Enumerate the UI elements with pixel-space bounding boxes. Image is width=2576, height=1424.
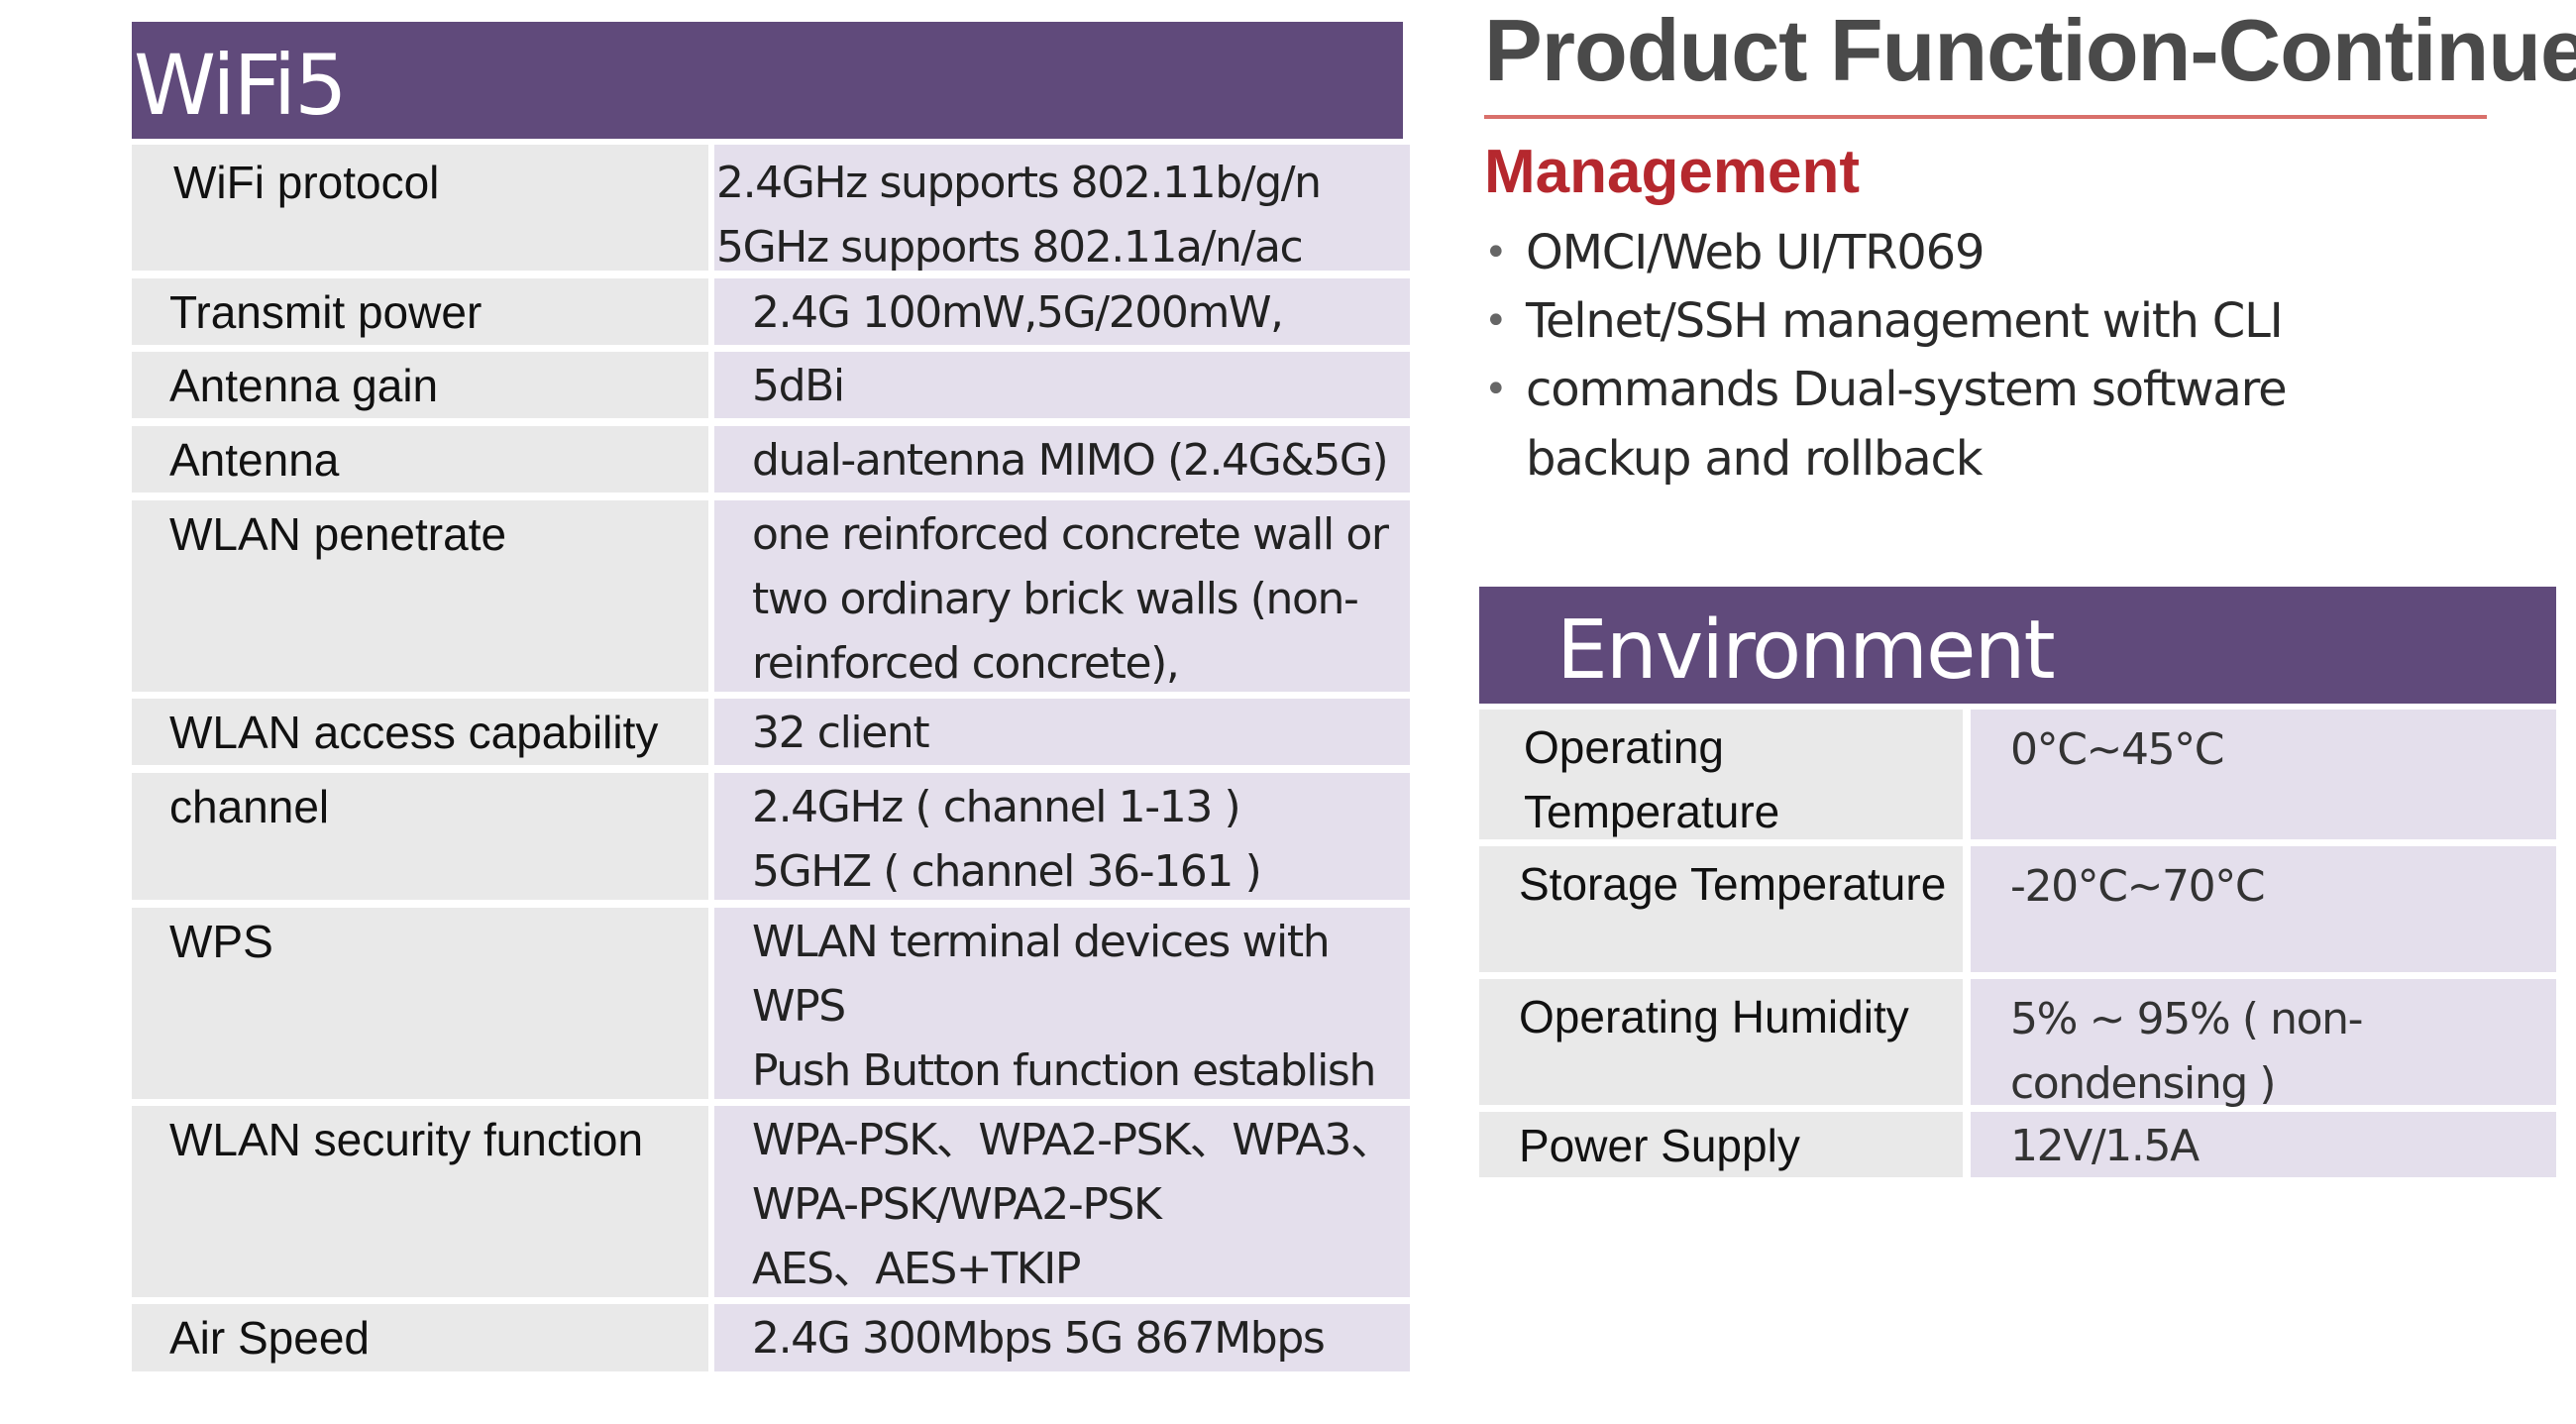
- row-label-cell: Power Supply: [1479, 1112, 1963, 1177]
- row-value: 2.4GHz ( channel 1-13 ) 5GHZ ( channel 3…: [752, 782, 1262, 897]
- row-value: -20°C~70°C: [2010, 861, 2266, 912]
- environment-table-header: Environment: [1479, 587, 2556, 704]
- row-label-cell: WLAN access capability: [132, 699, 708, 765]
- table-row: WLAN penetrate one reinforced concrete w…: [132, 500, 1410, 692]
- row-label-cell: WLAN security function: [132, 1106, 708, 1297]
- row-value-cell: dual-antenna MIMO (2.4G&5G): [714, 426, 1410, 493]
- row-value: dual-antenna MIMO (2.4G&5G): [752, 435, 1389, 486]
- table-row: WLAN security function WPA-PSK、WPA2-PSK、…: [132, 1106, 1410, 1297]
- row-label: WLAN security function: [169, 1114, 644, 1165]
- row-value: 12V/1.5A: [2010, 1121, 2200, 1171]
- row-label-cell: Operating Temperature: [1479, 710, 1963, 839]
- row-value-cell: 0°C~45°C: [1971, 710, 2556, 839]
- row-label-cell: WPS: [132, 908, 708, 1099]
- row-value: 5dBi: [752, 361, 845, 411]
- row-label-cell: WLAN penetrate: [132, 500, 708, 692]
- row-label-cell: WiFi protocol: [132, 145, 708, 271]
- wifi5-table-header: WiFi5: [132, 22, 1403, 139]
- row-label: WLAN access capability: [169, 707, 659, 758]
- row-value-cell: one reinforced concrete wall or two ordi…: [714, 500, 1410, 692]
- table-row: Operating Humidity 5% ~ 95% ( non-conden…: [1479, 979, 2556, 1109]
- bullet-text: Telnet/SSH management with CLI: [1526, 293, 2284, 349]
- row-value: 2.4G 100mW,5G/200mW,: [752, 287, 1284, 338]
- table-row: WPS WLAN terminal devices with WPS Push …: [132, 908, 1410, 1160]
- row-label: Power Supply: [1519, 1120, 1800, 1171]
- environment-title: Environment: [1556, 603, 2056, 698]
- row-label-cell: channel: [132, 773, 708, 900]
- row-label-cell: Air Speed: [132, 1304, 708, 1371]
- row-label: Antenna: [169, 434, 340, 486]
- row-label-cell: Antenna: [132, 426, 708, 493]
- row-label: Operating Humidity: [1519, 991, 1909, 1042]
- row-value-cell: 12V/1.5A: [1971, 1112, 2556, 1177]
- row-label: Transmit power: [169, 286, 483, 338]
- table-row: WiFi protocol 2.4GHz supports 802.11b/g/…: [132, 145, 1410, 273]
- row-value: WPA-PSK、WPA2-PSK、WPA3、 WPA-PSK/WPA2-PSK …: [752, 1115, 1394, 1294]
- page-title: Product Function-Continued: [1484, 1, 2576, 99]
- table-row: Antenna dual-antenna MIMO (2.4G&5G): [132, 426, 1410, 493]
- row-label-cell: Antenna gain: [132, 352, 708, 418]
- row-label: Air Speed: [169, 1312, 371, 1364]
- list-item: • Telnet/SSH management with CLI: [1484, 286, 2475, 356]
- row-value: 0°C~45°C: [2010, 724, 2225, 775]
- table-row: Operating Temperature 0°C~45°C: [1479, 710, 2556, 839]
- table-row: Antenna gain 5dBi: [132, 352, 1410, 418]
- row-label-cell: Storage Temperature: [1479, 846, 1963, 972]
- title-divider: [1484, 115, 2487, 119]
- row-value-cell: 32 client: [714, 699, 1410, 765]
- row-value: 2.4GHz supports 802.11b/g/n 5GHz support…: [716, 158, 1322, 273]
- table-row: channel 2.4GHz ( channel 1-13 ) 5GHZ ( c…: [132, 773, 1410, 900]
- row-value: one reinforced concrete wall or two ordi…: [752, 509, 1389, 689]
- table-row: WLAN access capability 32 client: [132, 699, 1410, 765]
- bullet-icon: •: [1484, 298, 1508, 344]
- bullet-text: OMCI/Web UI/TR069: [1526, 225, 1985, 280]
- row-label-cell: Operating Humidity: [1479, 979, 1963, 1105]
- row-label: channel: [169, 781, 330, 832]
- row-value-cell: 5% ~ 95% ( non-condensing ): [1971, 979, 2556, 1109]
- row-value-cell: 2.4G 300Mbps 5G 867Mbps: [714, 1304, 1410, 1371]
- row-label-cell: Transmit power: [132, 278, 708, 345]
- table-row: Storage Temperature -20°C~70°C: [1479, 846, 2556, 972]
- row-value-cell: WLAN terminal devices with WPS Push Butt…: [714, 908, 1410, 1160]
- table-row: Power Supply 12V/1.5A: [1479, 1112, 2556, 1177]
- row-label: Operating Temperature: [1524, 721, 1780, 837]
- table-row: Transmit power 2.4G 100mW,5G/200mW,: [132, 278, 1410, 345]
- bullet-text: commands Dual-system software backup and…: [1526, 362, 2288, 487]
- row-value-cell: -20°C~70°C: [1971, 846, 2556, 972]
- row-value: 32 client: [752, 708, 930, 758]
- row-value-cell: WPA-PSK、WPA2-PSK、WPA3、 WPA-PSK/WPA2-PSK …: [714, 1106, 1410, 1297]
- row-value: 5% ~ 95% ( non-condensing ): [2010, 994, 2364, 1109]
- row-label: WPS: [169, 916, 273, 967]
- row-value-cell: 5dBi: [714, 352, 1410, 418]
- row-label: WLAN penetrate: [169, 508, 507, 560]
- row-value-cell: 2.4GHz ( channel 1-13 ) 5GHZ ( channel 3…: [714, 773, 1410, 900]
- row-label: Storage Temperature: [1519, 858, 1947, 910]
- list-item: • commands Dual-system software backup a…: [1484, 355, 2475, 493]
- row-label: WiFi protocol: [173, 157, 440, 208]
- row-label: Antenna gain: [169, 360, 439, 411]
- wifi5-title: WiFi5: [134, 37, 348, 134]
- list-item: • OMCI/Web UI/TR069: [1484, 218, 2475, 287]
- table-row: Air Speed 2.4G 300Mbps 5G 867Mbps: [132, 1304, 1410, 1371]
- row-value: 2.4G 300Mbps 5G 867Mbps: [752, 1313, 1326, 1364]
- bullet-icon: •: [1484, 230, 1508, 275]
- bullet-icon: •: [1484, 367, 1508, 412]
- row-value-cell: 2.4GHz supports 802.11b/g/n 5GHz support…: [714, 145, 1410, 273]
- row-value-cell: 2.4G 100mW,5G/200mW,: [714, 278, 1410, 345]
- management-heading: Management: [1484, 138, 1860, 206]
